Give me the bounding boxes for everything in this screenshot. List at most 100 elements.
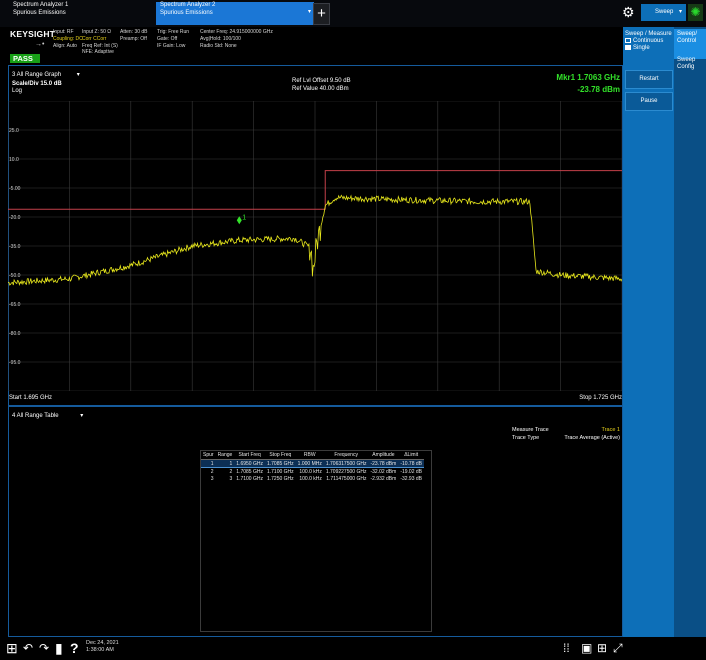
avg-hold-label: Avg|Hold: 100/100: [200, 35, 241, 42]
graph-window-title-text: 3 All Range Graph: [12, 72, 62, 78]
pass-badge: PASS: [10, 54, 40, 63]
preamp-label: Preamp: Off: [120, 35, 147, 42]
table-header-row: Spur Range Start Freq Stop Freq RBW Frequency…: [201, 451, 424, 460]
table-cell: 1.711475000 GHz: [326, 475, 367, 482]
table-row[interactable]: 3 3 1.7100 GHz 1.7250 GHz 100.0 kHz 1.7114750…: [201, 475, 424, 482]
mode-menu-dropdown[interactable]: Sweep ▾: [641, 4, 686, 21]
table-cell: -32.93 dB: [400, 475, 422, 482]
chevron-down-icon[interactable]: ▾: [80, 413, 84, 419]
table-cell: -32.02 dBm: [370, 468, 397, 475]
settings-summary-panel[interactable]: KEYSIGHT →• PASS Input: RF Coupling: DC …: [8, 27, 623, 65]
tab-subtitle: Spurious Emissions: [160, 9, 213, 16]
table-cell: 1.000 MHz: [295, 459, 324, 468]
tab-sweep-config[interactable]: Sweep Config: [677, 57, 696, 70]
table-cell: 2: [229, 468, 233, 475]
help-icon[interactable]: ?: [70, 640, 79, 656]
tab-dropdown-icon[interactable]: ▾: [307, 9, 311, 15]
fullscreen-icon[interactable]: ⤢: [613, 641, 623, 655]
ref-value: Ref Value 40.00 dBm: [292, 86, 349, 92]
time-label: 1:38:00 AM: [86, 647, 114, 653]
limit-line: [8, 170, 622, 210]
trigger-label: Trig: Free Run: [157, 29, 190, 35]
add-tab-button[interactable]: +: [313, 3, 330, 25]
trace-1-line: [8, 194, 622, 286]
window-select-icon[interactable]: ▣: [581, 641, 593, 655]
start-frequency: Start 1.695 GHz: [9, 395, 53, 401]
single-label: Single: [633, 45, 650, 51]
column-header: Frequency: [323, 451, 369, 460]
y-tick-label: -20.0: [9, 215, 21, 221]
redo-icon[interactable]: ↷: [39, 641, 50, 655]
menu-tabs: Sweep/ Control Sweep Config: [674, 27, 706, 637]
spur-results-table: Spur Range Start Freq Stop Freq RBW Frequency…: [201, 451, 424, 482]
continuous-option[interactable]: Continuous: [625, 38, 673, 45]
multi-window-icon[interactable]: ⊞: [597, 641, 608, 655]
correction-label: Corr CCorr: [82, 35, 107, 42]
gate-label: Gate: Off: [157, 35, 178, 42]
table-cell: 1.7085 GHz: [236, 468, 263, 475]
radio-std-label: Radio Std: None: [200, 42, 237, 49]
input-connector-icon: →•: [35, 41, 45, 48]
y-tick-label: -35.0: [9, 244, 21, 250]
spur-table: Spur Range Start Freq Stop Freq RBW Frequency…: [200, 450, 432, 632]
table-row[interactable]: 1 1 1.6950 GHz 1.7085 GHz 1.000 MHz 1.7063175…: [201, 459, 424, 468]
date-time: Dec 24, 2021 1:38:00 AM: [86, 640, 119, 654]
y-tick-label: -5.00: [9, 186, 21, 192]
y-tick-label: 10.0: [9, 157, 19, 163]
y-tick-label: -95.0: [9, 360, 21, 366]
graph-window-title[interactable]: 3 All Range Graph ▾: [12, 71, 80, 78]
tab-bar: Spectrum Analyzer 1 Spurious Emissions S…: [0, 0, 706, 27]
trace-type-label: Trace Type: [512, 435, 540, 441]
measure-trace-row: Measure Trace Trace 1: [512, 426, 620, 434]
table-window-title-text: 4 All Range Table: [12, 413, 59, 419]
tab-spectrum-analyzer-2[interactable]: Spectrum Analyzer 2 Spurious Emissions ▾: [156, 2, 314, 25]
table-window-title[interactable]: 4 All Range Table ▾: [12, 412, 83, 419]
freq-ref-label: Freq Ref: Int (S): [82, 42, 118, 49]
column-header: Spur: [201, 451, 216, 460]
column-header: Start Freq: [234, 451, 265, 460]
tab-spectrum-analyzer-1[interactable]: Spectrum Analyzer 1 Spurious Emissions: [9, 2, 153, 25]
marker-amplitude: -23.78 dBm: [577, 85, 620, 94]
column-header: ΔLimit: [398, 451, 424, 460]
input-label: Input: RF: [53, 29, 74, 35]
group-title: Sweep / Measure: [625, 31, 672, 37]
keypad-icon[interactable]: ⁞⁞: [563, 641, 570, 655]
y-tick-label: -50.0: [9, 273, 21, 279]
frequency-settings: Center Freq: 24.915000000 GHz Avg|Hold: …: [200, 29, 273, 49]
reference-info: Ref Lvl Offset 9.50 dB Ref Value 40.00 d…: [292, 77, 351, 93]
table-cell: 3: [210, 475, 214, 482]
y-tick-label: -80.0: [9, 331, 21, 337]
trace-type-row: Trace Type Trace Average (Active): [512, 434, 620, 442]
table-cell: -2.932 dBm: [370, 475, 397, 482]
tab-title: Spectrum Analyzer 2: [160, 2, 216, 8]
table-cell: 1.7250 GHz: [266, 475, 294, 482]
all-range-table-window[interactable]: 4 All Range Table ▾: [8, 406, 623, 637]
status-gear-icon[interactable]: ✺: [688, 4, 703, 21]
settings-gear-icon[interactable]: ⚙: [622, 4, 635, 20]
table-cell: 1: [201, 459, 216, 468]
windows-start-icon[interactable]: ⊞: [6, 640, 18, 656]
tab-title: Spectrum Analyzer 1: [13, 2, 69, 8]
trace-info: Measure Trace Trace 1 Trace Type Trace Ave…: [512, 426, 620, 442]
atten-label: Atten: 30 dB: [120, 29, 148, 35]
table-row[interactable]: 2 2 1.7085 GHz 1.7100 GHz 100.0 kHz 1.7092275…: [201, 468, 424, 476]
radio-selected-icon: [625, 45, 631, 50]
restart-button[interactable]: Restart: [625, 70, 673, 89]
table-cell: -19.02 dB: [400, 468, 422, 475]
single-option[interactable]: Single: [625, 45, 673, 52]
file-icon[interactable]: ▮: [55, 640, 63, 656]
spectrum-plot[interactable]: 1: [8, 101, 622, 391]
undo-icon[interactable]: ↶: [23, 641, 34, 655]
trace-type-value: Trace Average (Active): [564, 435, 620, 441]
table-cell: 100.0 kHz: [299, 468, 322, 475]
all-range-graph-window[interactable]: 3 All Range Graph ▾ Scale/Div 15.0 dB Lo…: [8, 65, 623, 406]
center-freq-label: Center Freq: 24.915000000 GHz: [200, 29, 273, 35]
tab-sweep-control[interactable]: Sweep/ Control: [674, 29, 706, 59]
marker-1-label: 1: [242, 214, 246, 221]
pause-button[interactable]: Pause: [625, 92, 673, 111]
chevron-down-icon[interactable]: ▾: [76, 72, 80, 78]
ref-offset: Ref Lvl Offset 9.50 dB: [292, 78, 351, 84]
input-z-label: Input Z: 50 Ω: [82, 29, 112, 35]
scale-per-div: Scale/Div 15.0 dB: [12, 81, 62, 87]
coupling-label: Coupling: DC: [53, 35, 83, 42]
